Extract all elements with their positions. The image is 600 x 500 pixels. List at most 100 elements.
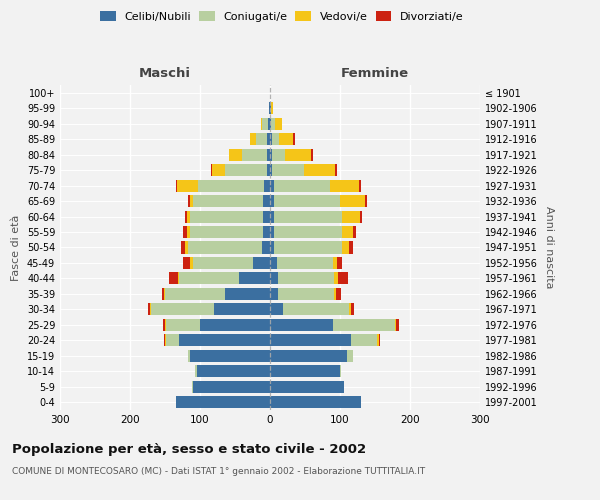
Bar (395, 319, 396, 331)
Bar (242, 148, 266, 160)
Bar (270, 180, 274, 192)
Bar (193, 257, 253, 269)
Bar (149, 304, 151, 316)
Bar (379, 334, 380, 346)
Bar (277, 257, 333, 269)
Bar (188, 242, 262, 254)
Bar (270, 242, 274, 254)
Bar (166, 334, 179, 346)
Text: COMUNE DI MONTECOSARO (MC) - Dati ISTAT 1° gennaio 2002 - Elaborazione TUTTITALI: COMUNE DI MONTECOSARO (MC) - Dati ISTAT … (12, 468, 425, 476)
Bar (336, 288, 341, 300)
Bar (274, 226, 342, 238)
Bar (270, 118, 271, 130)
Bar (182, 257, 190, 269)
Bar (270, 396, 361, 408)
Bar (270, 288, 278, 300)
Bar (270, 102, 271, 114)
Bar (342, 210, 359, 222)
Bar (270, 195, 274, 207)
Bar (214, 304, 270, 316)
Bar (266, 148, 270, 160)
Bar (396, 319, 399, 331)
Y-axis label: Fasce di età: Fasce di età (11, 214, 21, 280)
Bar (271, 102, 273, 114)
Bar (164, 334, 165, 346)
Bar (262, 242, 270, 254)
Text: Popolazione per età, sesso e stato civile - 2002: Popolazione per età, sesso e stato civil… (12, 442, 366, 456)
Bar (270, 366, 340, 378)
Bar (270, 133, 272, 145)
Bar (263, 226, 270, 238)
Bar (148, 304, 149, 316)
Bar (151, 304, 214, 316)
Bar (179, 334, 270, 346)
Bar (278, 288, 334, 300)
Bar (271, 118, 275, 130)
Bar (377, 334, 379, 346)
Bar (161, 288, 164, 300)
Bar (176, 180, 177, 192)
Bar (169, 272, 178, 284)
Text: Femmine: Femmine (341, 68, 409, 80)
Bar (197, 366, 270, 378)
Bar (283, 304, 349, 316)
Bar (359, 210, 362, 222)
Bar (285, 148, 311, 160)
Bar (279, 133, 293, 145)
Bar (350, 304, 354, 316)
Bar (185, 210, 187, 222)
Bar (270, 226, 274, 238)
Bar (211, 164, 212, 176)
Bar (185, 242, 188, 254)
Bar (353, 226, 356, 238)
Bar (278, 272, 334, 284)
Bar (239, 272, 270, 284)
Bar (274, 242, 342, 254)
Bar (272, 148, 285, 160)
Bar (335, 164, 337, 176)
Bar (340, 195, 365, 207)
Bar (333, 257, 337, 269)
Bar (190, 226, 263, 238)
Bar (163, 319, 165, 331)
Bar (263, 195, 270, 207)
Bar (266, 133, 270, 145)
Bar (165, 334, 166, 346)
Bar (304, 164, 335, 176)
Bar (334, 288, 336, 300)
Bar (270, 350, 347, 362)
Bar (190, 350, 270, 362)
Bar (265, 180, 270, 192)
Bar (262, 118, 268, 130)
Bar (178, 272, 179, 284)
Bar (349, 304, 350, 316)
Bar (329, 180, 359, 192)
Bar (270, 164, 272, 176)
Bar (270, 148, 272, 160)
Bar (190, 195, 193, 207)
Bar (165, 288, 224, 300)
Bar (334, 272, 338, 284)
Bar (270, 381, 343, 393)
Bar (187, 210, 190, 222)
Bar (224, 288, 270, 300)
Bar (333, 319, 395, 331)
Bar (359, 180, 361, 192)
Bar (349, 242, 353, 254)
Bar (270, 210, 274, 222)
Bar (190, 257, 193, 269)
Bar (261, 118, 262, 130)
Text: Maschi: Maschi (139, 68, 191, 80)
Bar (212, 164, 224, 176)
Bar (270, 272, 278, 284)
Bar (274, 210, 342, 222)
Bar (337, 257, 342, 269)
Bar (256, 133, 266, 145)
Bar (166, 319, 200, 331)
Bar (165, 319, 166, 331)
Bar (164, 288, 165, 300)
Bar (268, 118, 270, 130)
Y-axis label: Anni di nascita: Anni di nascita (544, 206, 554, 288)
Bar (250, 133, 256, 145)
Bar (274, 180, 329, 192)
